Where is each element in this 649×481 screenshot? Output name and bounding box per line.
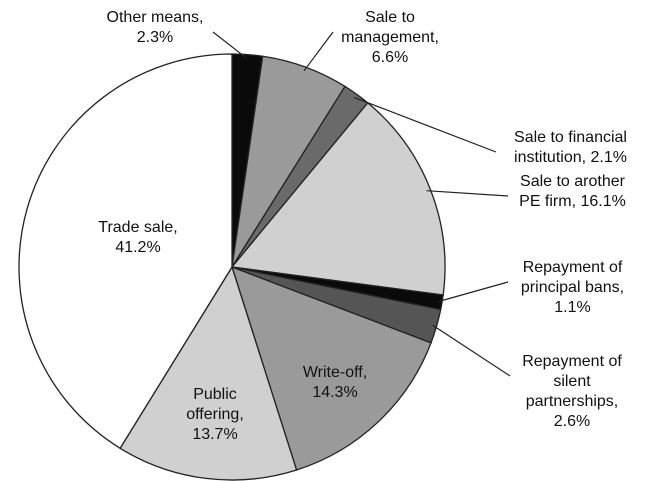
value-label: 6.6% — [371, 49, 409, 66]
leader-line — [426, 190, 509, 197]
category-label: Repayment of principal bans, — [520, 259, 625, 296]
slice-label: Other means, 2.3% — [95, 8, 215, 48]
category-label: Sale to arother PE firm, — [519, 173, 625, 210]
value-label: 14.3% — [312, 384, 358, 401]
slice-label: Sale to management, 6.6% — [335, 8, 445, 68]
slice-label: Sale to financial institution, 2.1% — [498, 128, 643, 168]
value-label: 2.1% — [590, 149, 627, 166]
leader-line — [432, 324, 511, 377]
value-label: 41.2% — [115, 239, 161, 256]
pie-slice — [230, 265, 432, 471]
slice-label: Trade sale, 41.2% — [88, 218, 188, 258]
leader-line — [212, 31, 248, 60]
value-label: 16.1% — [580, 193, 626, 210]
category-label: Repayment of silent partnerships, — [522, 353, 622, 410]
category-label: Trade sale, — [98, 219, 178, 236]
pie-slice — [230, 101, 446, 296]
leader-line — [437, 281, 509, 303]
slice-label: Repayment of principal bans, 1.1% — [510, 258, 635, 318]
category-label: Public offering, — [186, 386, 244, 423]
pie-slice — [119, 265, 298, 481]
category-label: Sale to financial institution, — [514, 129, 627, 166]
value-label: 2.6% — [553, 413, 591, 430]
pie-slice — [18, 53, 233, 450]
category-label: Sale to management, — [341, 9, 439, 46]
slice-label: Public offering, 13.7% — [176, 385, 254, 445]
value-label: 13.7% — [192, 426, 238, 443]
category-label: Write-off, — [302, 364, 368, 381]
slice-label: Sale to arother PE firm, 16.1% — [510, 172, 635, 212]
leader-line — [303, 31, 334, 72]
value-label: 2.3% — [136, 29, 174, 46]
value-label: 1.1% — [554, 299, 591, 316]
leader-line — [354, 96, 497, 153]
slice-label: Write-off, 14.3% — [290, 363, 380, 403]
category-label: Other means, — [106, 9, 204, 26]
slice-label: Repayment of silent partnerships, 2.6% — [512, 352, 632, 432]
